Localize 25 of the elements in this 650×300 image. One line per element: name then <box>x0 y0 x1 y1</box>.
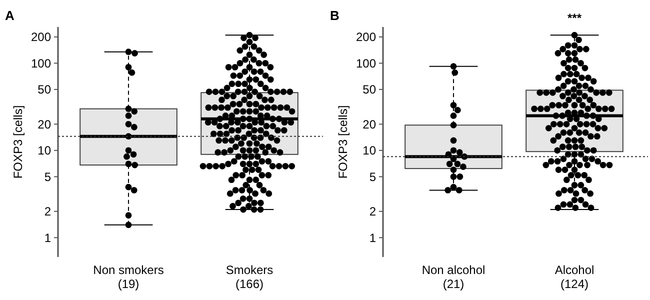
y-tick-label: 20 <box>362 117 376 132</box>
y-tick-label: 5 <box>44 170 52 184</box>
chart-title: A <box>5 8 15 23</box>
y-tick-label: 50 <box>38 82 52 97</box>
text: *** <box>567 11 582 25</box>
x-tick-label: Non alcohol (21) <box>422 263 486 291</box>
x-tick-label: Alcohol (124) <box>554 263 594 291</box>
y-tick-label: 200 <box>356 30 376 44</box>
y-tick-label: 5 <box>369 170 376 184</box>
y-axis-title: FOXP3 [cells] <box>336 105 350 179</box>
y-tick-label: 100 <box>30 56 52 70</box>
x-tick-label: Non smokers (19) <box>93 263 164 291</box>
y-tick-label: 10 <box>38 144 52 158</box>
y-tick-label: 200 <box>30 30 52 44</box>
y-axis-title: FOXP3 [cells] <box>11 105 25 179</box>
y-tick-label: 1 <box>369 230 376 245</box>
y-tick-label: 2 <box>369 204 376 219</box>
y-tick-label: 20 <box>38 117 52 132</box>
y-tick-label: 50 <box>362 82 376 97</box>
y-tick-label: 10 <box>362 144 376 158</box>
y-tick-label: 2 <box>44 204 52 219</box>
y-tick-label: 1 <box>44 230 52 245</box>
y-tick-label: 100 <box>356 56 376 70</box>
x-tick-label: Smokers (166) <box>226 263 274 291</box>
chart-title: B <box>330 8 340 23</box>
